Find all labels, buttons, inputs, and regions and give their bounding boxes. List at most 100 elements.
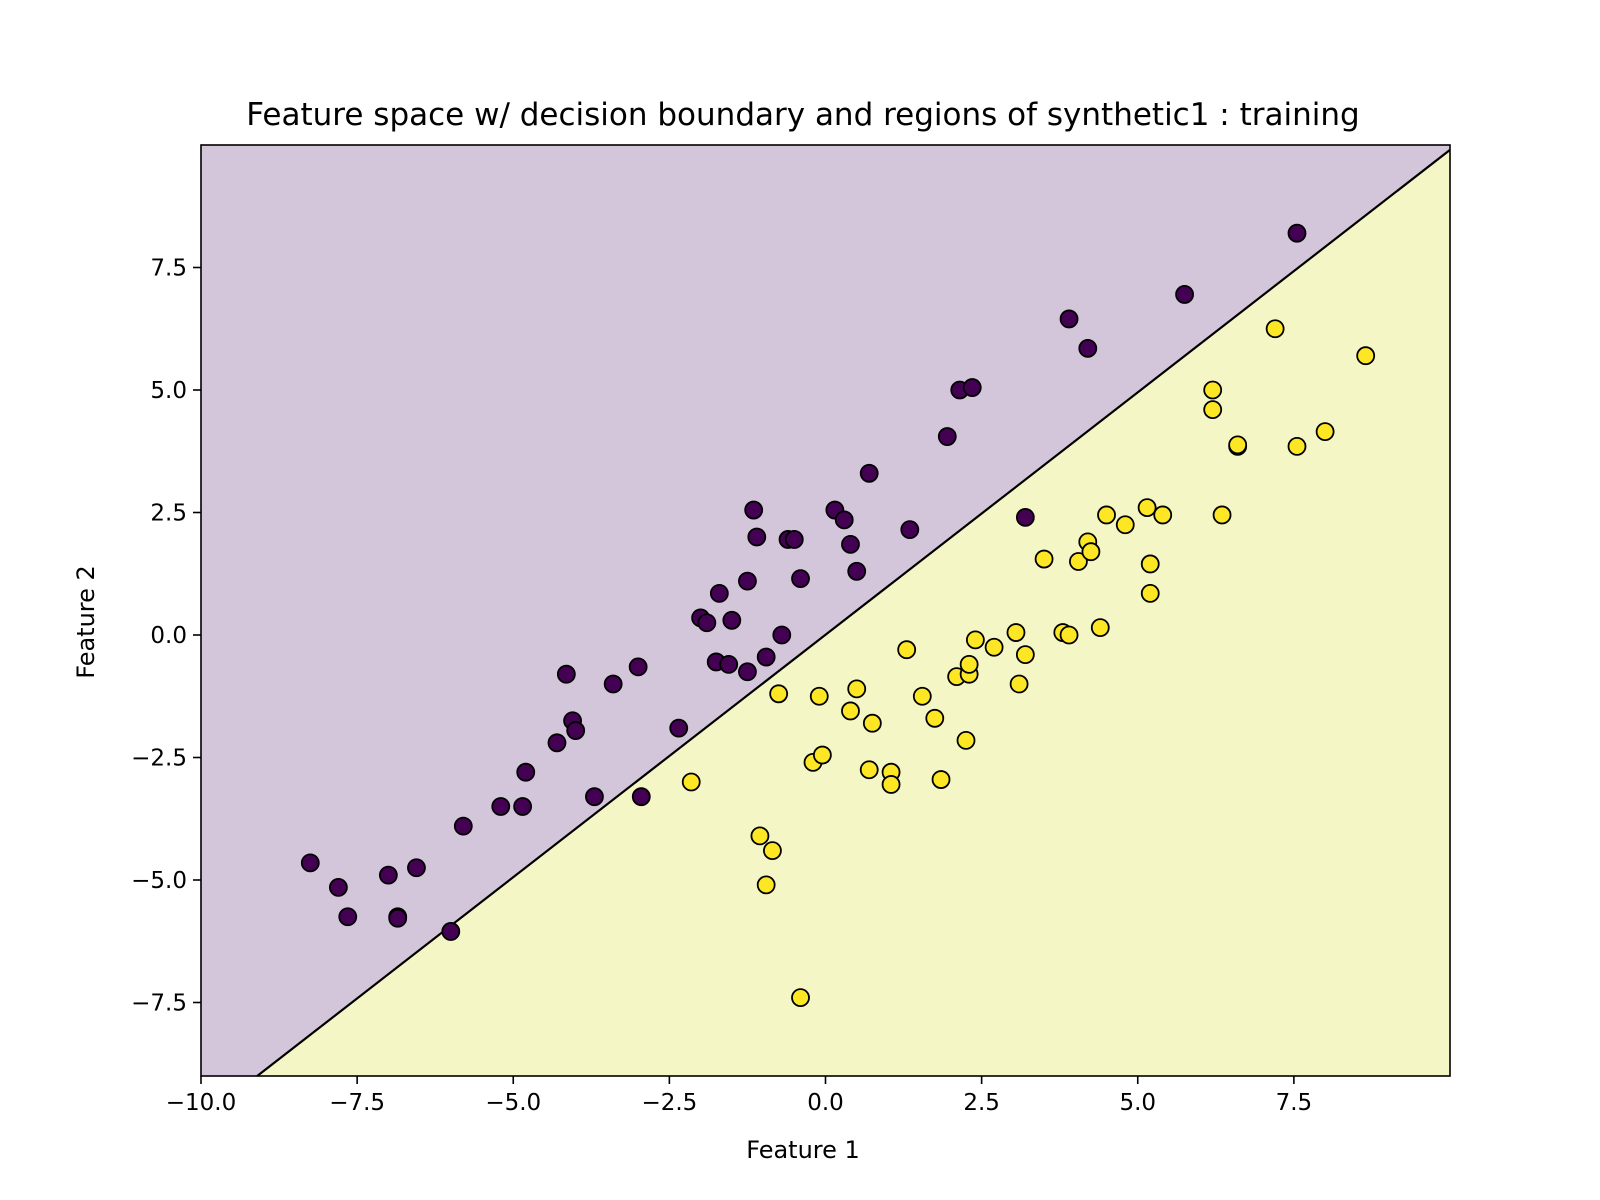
data-point-class-1 [1097, 505, 1116, 525]
data-point-class-0 [744, 500, 764, 520]
data-point-class-0 [603, 674, 623, 694]
data-point-class-1 [959, 655, 979, 674]
plot-area [200, 144, 1451, 1077]
data-point-class-1 [763, 841, 782, 860]
data-point-class-0 [1287, 223, 1307, 243]
data-point-class-0 [719, 655, 739, 674]
data-point-class-0 [937, 427, 957, 446]
x-axis-ticks: −10.0 −7.5 −5.0 −2.5 0.0 2.5 5.0 7.5 [166, 1076, 1312, 1116]
data-point-class-1 [1212, 505, 1232, 525]
data-point-class-1 [1203, 400, 1223, 420]
data-point-class-1 [1115, 515, 1135, 535]
data-point-class-1 [1228, 435, 1248, 455]
data-point-class-0 [738, 662, 757, 682]
data-point-class-0 [962, 378, 982, 397]
x-tick-label: 2.5 [963, 1090, 1000, 1116]
data-point-class-1 [1090, 618, 1110, 638]
y-axis-label: Feature 2 [72, 565, 100, 679]
data-point-class-0 [338, 907, 358, 927]
data-point-class-1 [1265, 319, 1285, 339]
y-tick-label: 5.0 [150, 378, 187, 404]
data-point-class-1 [756, 875, 776, 895]
data-point-class-1 [809, 686, 829, 706]
data-point-class-1 [1034, 549, 1054, 569]
y-tick-label: 0.0 [150, 623, 187, 649]
data-point-class-1 [862, 713, 882, 733]
data-point-class-1 [1081, 542, 1101, 562]
data-point-class-0 [1175, 285, 1194, 304]
data-point-class-0 [709, 583, 729, 603]
x-axis-label: Feature 1 [746, 1136, 860, 1164]
data-point-class-1 [1015, 645, 1035, 664]
data-point-class-0 [697, 613, 717, 633]
data-point-class-0 [378, 865, 398, 885]
data-point-class-0 [453, 816, 473, 836]
data-point-class-1 [1356, 346, 1376, 366]
data-point-class-1 [897, 640, 917, 660]
data-point-class-0 [847, 561, 867, 581]
data-point-class-1 [769, 684, 789, 704]
data-point-class-0 [491, 797, 511, 816]
data-point-class-1 [912, 686, 932, 706]
data-point-class-0 [556, 664, 576, 684]
y-tick-label: 2.5 [150, 501, 187, 527]
data-point-class-0 [388, 908, 408, 928]
data-point-class-1 [925, 708, 945, 728]
x-tick-label: −5.0 [485, 1090, 541, 1116]
data-point-class-1 [881, 775, 901, 794]
data-point-class-1 [1009, 674, 1029, 694]
data-point-class-1 [791, 988, 810, 1007]
data-point-class-0 [631, 787, 651, 807]
data-point-class-0 [1078, 338, 1098, 358]
data-point-class-1 [1153, 505, 1173, 525]
data-point-class-0 [791, 569, 810, 589]
x-tick-label: −2.5 [641, 1090, 697, 1116]
data-point-class-1 [956, 730, 976, 750]
x-tick-label: −7.5 [329, 1090, 385, 1116]
data-point-class-1 [1287, 436, 1307, 456]
y-tick-label: −7.5 [131, 991, 187, 1017]
y-axis-ticks: −7.5 −5.0 −2.5 0.0 2.5 5.0 7.5 [131, 256, 201, 1017]
data-point-class-0 [834, 510, 854, 530]
data-point-class-0 [585, 787, 604, 807]
x-tick-label: 5.0 [1119, 1090, 1156, 1116]
data-point-class-1 [841, 701, 860, 721]
data-point-class-1 [965, 630, 985, 650]
x-tick-label: −10.0 [166, 1090, 236, 1116]
data-point-class-0 [300, 853, 320, 873]
y-tick-label: −5.0 [131, 868, 187, 894]
decision-boundary [256, 149, 1451, 1077]
x-tick-label: 7.5 [1276, 1090, 1313, 1116]
data-point-class-1 [847, 679, 867, 699]
data-point-class-0 [547, 733, 567, 753]
data-point-class-1 [859, 760, 879, 780]
data-point-class-1 [750, 826, 770, 846]
data-point-class-1 [1203, 380, 1223, 400]
data-point-class-0 [756, 647, 776, 667]
data-point-class-0 [772, 625, 792, 645]
data-point-class-0 [738, 571, 757, 591]
data-point-class-0 [441, 922, 461, 941]
data-point-class-1 [984, 637, 1004, 657]
data-point-class-0 [784, 530, 804, 549]
data-point-class-0 [328, 877, 348, 897]
data-point-class-0 [1059, 309, 1079, 329]
chart-title: Feature space w/ decision boundary and r… [246, 97, 1359, 133]
data-point-class-0 [859, 463, 879, 483]
data-point-class-1 [1006, 623, 1026, 642]
data-point-class-1 [1137, 498, 1157, 518]
region-class-0 [201, 145, 1450, 1076]
data-point-class-0 [669, 718, 689, 738]
data-point-class-1 [1059, 625, 1079, 645]
data-point-class-0 [566, 721, 586, 740]
data-point-class-1 [1069, 552, 1088, 571]
data-point-class-0 [516, 762, 536, 782]
data-point-class-0 [722, 610, 742, 630]
data-point-class-0 [407, 858, 426, 878]
y-tick-label: 7.5 [150, 256, 187, 282]
data-point-class-0 [1015, 508, 1035, 527]
data-point-class-1 [681, 772, 701, 792]
data-point-class-0 [841, 534, 860, 554]
x-tick-label: 0.0 [807, 1090, 844, 1116]
